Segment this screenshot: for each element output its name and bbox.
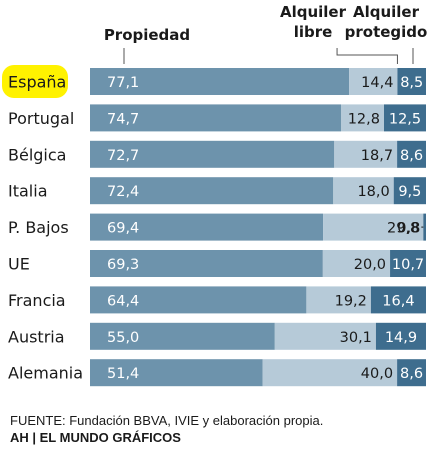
bar-segment-propiedad [90,213,324,241]
bar-segment-propiedad [90,250,323,277]
credit-line: AH | EL MUNDO GRÁFICOS [10,430,181,445]
data-label: 30,1 [340,330,372,346]
data-label: 72,7 [107,148,139,164]
data-label: 40,0 [361,366,393,382]
bar-row: España 77,1 14,4 8,5 [2,65,426,98]
highlight-marker [2,65,68,98]
stacked-bar-chart: PropiedadAlquilerlibreAlquilerprotegido … [2,3,428,387]
data-label: 8,6 [400,366,423,382]
data-label: 16,4 [382,293,414,309]
bar-row: Francia 64,4 19,2 16,4 [8,286,426,314]
legend-header-2-line-0: Alquiler [353,3,420,21]
bar-segment-alquiler-protegido [423,213,426,241]
bar-segment-alquiler-libre [340,104,384,132]
data-label: 77,1 [107,75,139,91]
data-label: 18,7 [361,148,393,164]
bar-segment-propiedad [90,359,263,387]
bar-segment-alquiler-libre [262,359,398,387]
bar-segment-alquiler-libre [349,68,398,95]
data-label: 9,5 [398,184,421,200]
bar-segment-propiedad [90,68,350,95]
bar-segment-alquiler-protegido [390,250,426,277]
data-label: 19,2 [335,293,367,309]
bar-rows: España 77,1 14,4 8,5 Portugal 74,7 12,8 12,5 Bél… [2,65,426,387]
legend-header-0-line-0: Propiedad [104,26,190,44]
category-label: España [8,73,66,92]
legend-header-2-line-1: protegido [345,23,428,41]
bar-segment-alquiler-protegido [397,68,426,95]
data-label: 10,7 [392,257,424,273]
data-label: 14,4 [361,75,393,91]
bar-segment-alquiler-protegido [397,359,426,387]
bar-segment-propiedad [90,140,335,168]
bar-segment-propiedad [90,177,334,205]
data-label: 12,8 [348,111,380,127]
data-label: 64,4 [107,293,139,309]
data-label: 72,4 [107,184,139,200]
data-label: 51,4 [107,366,139,382]
category-label: Bélgica [8,145,66,164]
bar-segment-alquiler-protegido [370,286,426,314]
data-label: 69,3 [107,257,139,273]
category-label: Italia [8,182,48,201]
category-label: Alemania [8,364,83,383]
bar-segment-propiedad [90,286,307,314]
bar-segment-propiedad [90,322,275,350]
data-label: 74,7 [107,111,139,127]
legend-headers: Propiedad Alquiler libre Alquiler protegido [104,3,428,64]
bar-row: Italia 72,4 18,0 9,5 [8,177,426,205]
bar-segment-alquiler-libre [333,177,394,205]
bar-segment-alquiler-libre [274,322,376,350]
category-label: P. Bajos [8,218,69,237]
bar-row: Bélgica 72,7 18,7 8,6 [8,140,426,168]
category-label: Francia [8,291,66,310]
data-label: 12,5 [389,111,421,127]
bar-segment-alquiler-protegido [397,140,426,168]
bar-row: Alemania 51,4 40,0 8,6 [8,359,426,387]
bar-segment-alquiler-protegido [375,322,426,350]
data-label: 20,0 [354,257,386,273]
bar-segment-propiedad [90,104,341,132]
data-label: 8,6 [400,148,423,164]
data-label: 14,9 [385,330,417,346]
bar-segment-alquiler-libre [323,213,424,241]
category-label: UE [8,255,30,274]
legend-header-1-line-1: libre [294,23,333,41]
bar-row: Portugal 74,7 12,8 12,5 [8,104,426,132]
bar-row: Austria 55,0 30,1 14,9 [8,322,426,350]
bar-segment-alquiler-protegido [393,177,426,205]
bar-segment-alquiler-protegido [384,104,426,132]
bar-segment-alquiler-libre [306,286,371,314]
data-label: 69,4 [107,221,139,237]
bar-segment-alquiler-libre [334,140,398,168]
bar-segment-alquiler-libre [322,250,391,277]
data-label: 0,8 [397,221,420,237]
category-label: Austria [8,327,65,346]
data-label: 29,8 [387,221,419,237]
data-label: 8,5 [400,75,423,91]
data-label: 55,0 [107,330,139,346]
category-label: Portugal [8,109,74,128]
source-note: FUENTE: Fundación BBVA, IVIE y elaboraci… [10,413,324,428]
legend-header-1-line-0: Alquiler [280,3,347,21]
data-label: 18,0 [357,184,389,200]
bar-row: UE 69,3 20,0 10,7 [8,250,426,277]
bar-row: P. Bajos 69,4 29,80,8 [8,213,426,241]
legend-bracket-alquiler-libre [336,48,398,64]
